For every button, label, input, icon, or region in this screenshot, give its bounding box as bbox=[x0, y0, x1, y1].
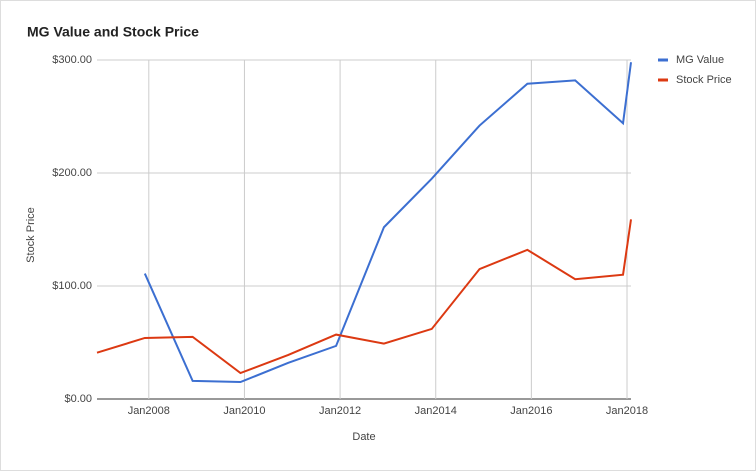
series-line bbox=[96, 219, 632, 375]
y-tick-label: $300.00 bbox=[52, 54, 92, 66]
y-tick-label: $100.00 bbox=[52, 280, 92, 292]
chart-title: MG Value and Stock Price bbox=[27, 24, 199, 40]
legend-label: Stock Price bbox=[676, 74, 732, 86]
x-axis-title: Date bbox=[352, 431, 375, 443]
y-tick-label: $0.00 bbox=[64, 393, 92, 405]
y-axis-title: Stock Price bbox=[25, 207, 37, 263]
series-line bbox=[143, 62, 632, 384]
x-tick-label: Jan2008 bbox=[128, 405, 170, 417]
x-tick-label: Jan2010 bbox=[223, 405, 265, 417]
x-tick-label: Jan2014 bbox=[415, 405, 457, 417]
y-tick-label: $200.00 bbox=[52, 167, 92, 179]
x-tick-label: Jan2016 bbox=[510, 405, 552, 417]
x-tick-label: Jan2012 bbox=[319, 405, 361, 417]
x-tick-label: Jan2018 bbox=[606, 405, 648, 417]
legend-label: MG Value bbox=[676, 54, 724, 66]
